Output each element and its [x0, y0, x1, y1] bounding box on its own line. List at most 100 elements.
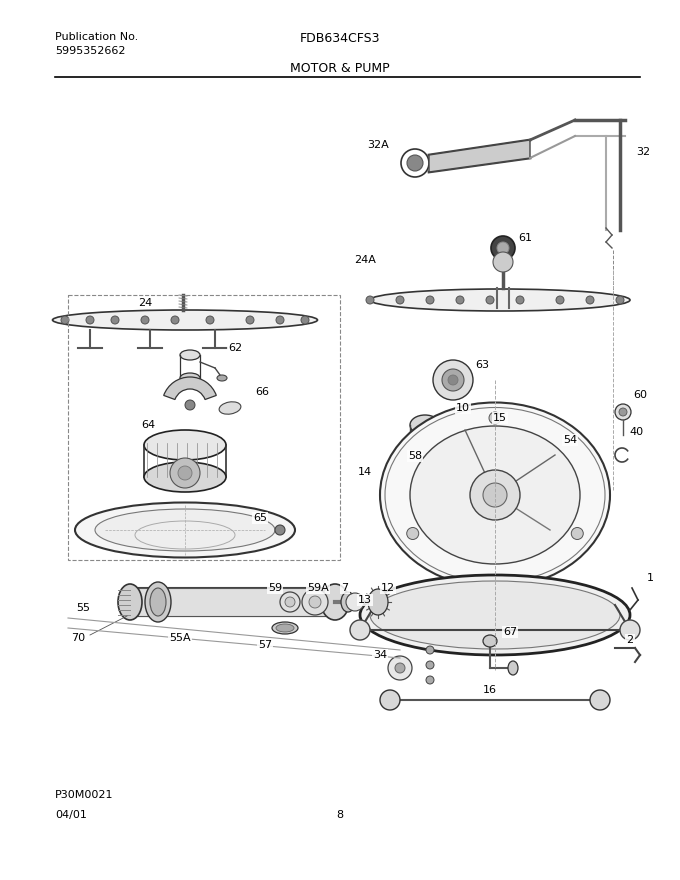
- Text: 62: 62: [228, 343, 242, 353]
- Text: MOTOR & PUMP: MOTOR & PUMP: [290, 62, 390, 75]
- Ellipse shape: [180, 350, 200, 360]
- Circle shape: [616, 296, 624, 304]
- Circle shape: [493, 252, 513, 272]
- Circle shape: [206, 316, 214, 324]
- Text: 04/01: 04/01: [55, 810, 87, 820]
- Circle shape: [620, 620, 640, 640]
- Text: 7: 7: [341, 583, 349, 593]
- Circle shape: [615, 404, 631, 420]
- Circle shape: [309, 596, 321, 608]
- Circle shape: [489, 412, 501, 424]
- Ellipse shape: [144, 430, 226, 460]
- Circle shape: [178, 466, 192, 480]
- Text: 32: 32: [636, 147, 650, 157]
- Text: 59A: 59A: [307, 583, 329, 593]
- Text: P30M0021: P30M0021: [55, 790, 114, 800]
- Text: 5995352662: 5995352662: [55, 46, 126, 56]
- Text: 34: 34: [373, 650, 387, 660]
- Circle shape: [486, 422, 494, 430]
- Text: 70: 70: [71, 633, 85, 643]
- Circle shape: [407, 155, 423, 171]
- Circle shape: [456, 296, 464, 304]
- Circle shape: [86, 316, 94, 324]
- Circle shape: [422, 462, 438, 478]
- Ellipse shape: [341, 592, 355, 612]
- Circle shape: [395, 663, 405, 673]
- Text: 24: 24: [138, 298, 152, 308]
- Wedge shape: [164, 377, 216, 400]
- Circle shape: [426, 646, 434, 654]
- Circle shape: [483, 483, 507, 507]
- Polygon shape: [429, 140, 530, 172]
- Circle shape: [171, 316, 179, 324]
- Text: 57: 57: [258, 640, 272, 650]
- Ellipse shape: [180, 373, 200, 383]
- Circle shape: [516, 296, 524, 304]
- Ellipse shape: [150, 588, 166, 616]
- Ellipse shape: [370, 289, 630, 311]
- Ellipse shape: [410, 443, 440, 457]
- Circle shape: [486, 296, 494, 304]
- Circle shape: [590, 690, 610, 710]
- Ellipse shape: [483, 635, 497, 647]
- Circle shape: [388, 656, 412, 680]
- Ellipse shape: [370, 581, 620, 649]
- Circle shape: [426, 296, 434, 304]
- Text: 66: 66: [255, 387, 269, 397]
- Circle shape: [301, 316, 309, 324]
- Ellipse shape: [272, 622, 298, 634]
- Ellipse shape: [144, 462, 226, 492]
- Ellipse shape: [276, 624, 294, 632]
- Text: 60: 60: [633, 390, 647, 400]
- Circle shape: [491, 236, 515, 260]
- Circle shape: [433, 360, 473, 400]
- Text: 10: 10: [456, 403, 470, 413]
- Ellipse shape: [552, 436, 564, 454]
- Ellipse shape: [52, 310, 318, 330]
- Text: 59: 59: [268, 583, 282, 593]
- Text: 58: 58: [408, 451, 422, 461]
- Circle shape: [448, 375, 458, 385]
- Text: FDB634CFS3: FDB634CFS3: [300, 32, 380, 45]
- Circle shape: [285, 597, 295, 607]
- Ellipse shape: [508, 661, 518, 675]
- Ellipse shape: [118, 584, 142, 620]
- Text: 61: 61: [518, 233, 532, 243]
- Text: 55A: 55A: [169, 633, 191, 643]
- Circle shape: [246, 316, 254, 324]
- Ellipse shape: [145, 582, 171, 622]
- Text: 24A: 24A: [354, 255, 376, 265]
- Ellipse shape: [368, 589, 388, 615]
- Ellipse shape: [410, 426, 580, 564]
- Circle shape: [185, 400, 195, 410]
- Ellipse shape: [360, 575, 630, 655]
- Text: 16: 16: [483, 685, 497, 695]
- Circle shape: [556, 296, 564, 304]
- Ellipse shape: [498, 449, 512, 467]
- Ellipse shape: [456, 432, 470, 442]
- Text: 64: 64: [141, 420, 155, 430]
- Circle shape: [571, 527, 583, 539]
- Text: 15: 15: [493, 413, 507, 423]
- Circle shape: [141, 316, 149, 324]
- Ellipse shape: [380, 402, 610, 588]
- Circle shape: [442, 369, 464, 391]
- Text: 63: 63: [475, 360, 489, 370]
- Circle shape: [350, 620, 370, 640]
- Text: 13: 13: [358, 595, 372, 605]
- Circle shape: [346, 593, 364, 611]
- Ellipse shape: [217, 375, 227, 381]
- Circle shape: [275, 525, 285, 535]
- Circle shape: [61, 316, 69, 324]
- Text: 32A: 32A: [367, 140, 389, 150]
- Circle shape: [280, 592, 300, 612]
- Circle shape: [407, 527, 419, 539]
- Text: 12: 12: [381, 583, 395, 593]
- Text: 1: 1: [647, 573, 653, 583]
- Text: 40: 40: [630, 427, 644, 437]
- Ellipse shape: [95, 509, 275, 551]
- Circle shape: [619, 408, 627, 416]
- Text: 14: 14: [358, 467, 372, 477]
- Ellipse shape: [219, 402, 241, 414]
- Circle shape: [427, 467, 433, 473]
